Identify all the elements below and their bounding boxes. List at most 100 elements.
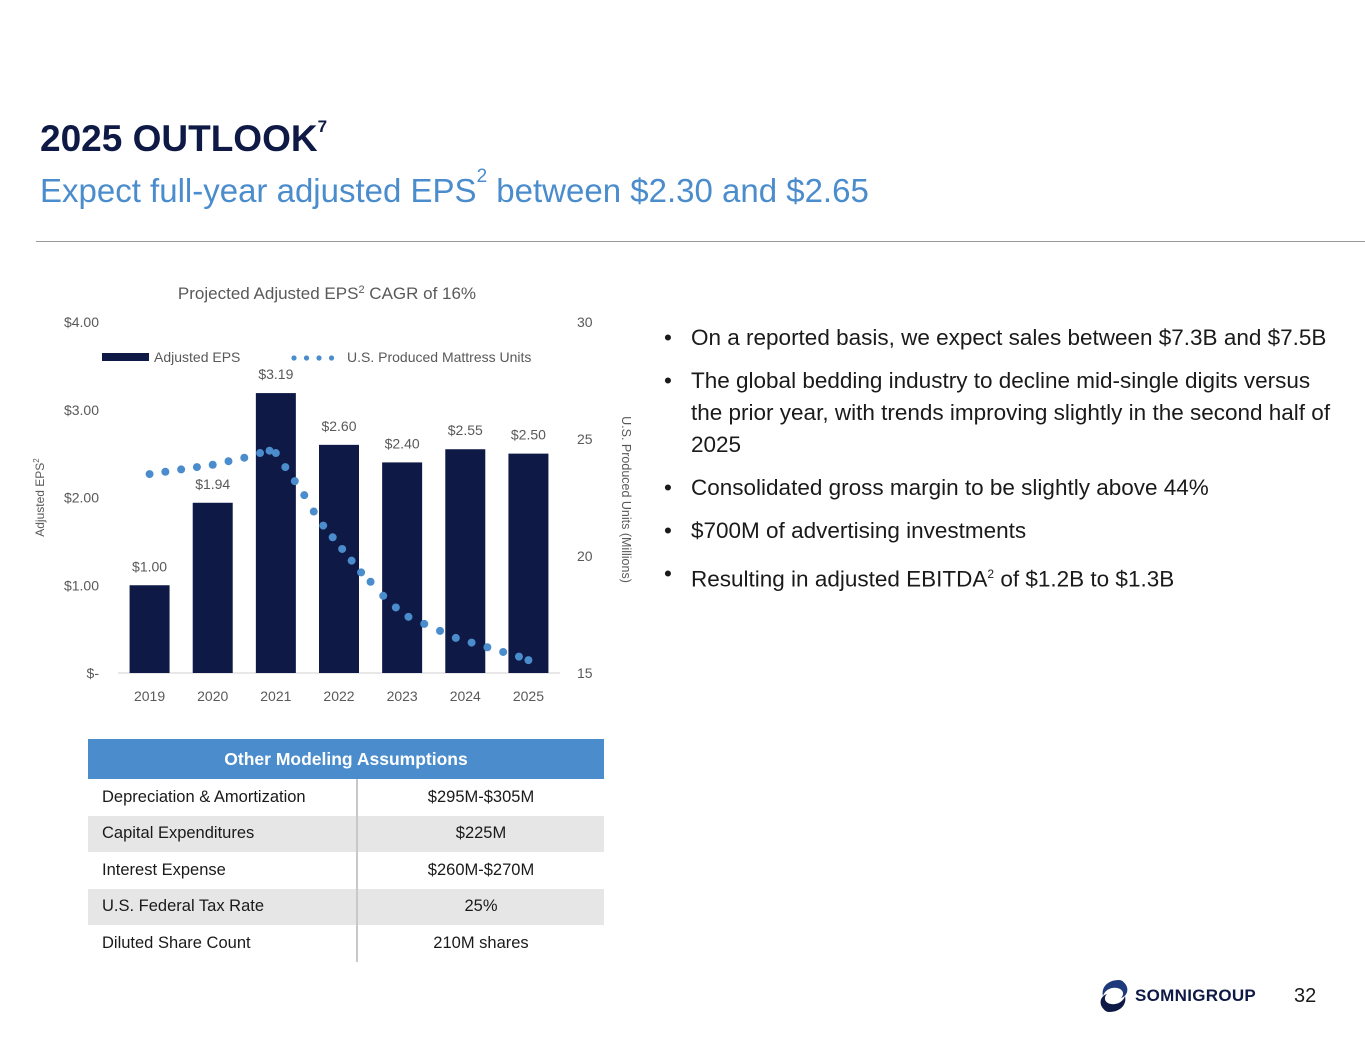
line-point <box>524 656 533 665</box>
bar-data-label: $2.55 <box>448 422 483 438</box>
row-label: Interest Expense <box>88 852 358 889</box>
row-value: $260M-$270M <box>427 860 535 879</box>
bar-data-label: $3.19 <box>258 366 293 382</box>
line-point <box>319 521 328 530</box>
assumptions-table: Other Modeling Assumptions Depreciation … <box>88 739 604 962</box>
legend-swatch-dot <box>328 355 335 361</box>
bar <box>382 462 423 673</box>
row-label: Diluted Share Count <box>88 925 358 962</box>
eps-chart: Projected Adjusted EPS2 CAGR of 16% $- $1.… <box>32 284 633 704</box>
line-point <box>483 643 492 652</box>
row-value: $295M-$305M <box>427 787 535 806</box>
y-right-tick-label: 30 <box>577 314 593 330</box>
x-tick-label: 2024 <box>450 688 481 704</box>
y-left-tick-label: $- <box>87 665 100 681</box>
subtitle-post: between $2.30 and $2.65 <box>487 172 869 209</box>
line-point <box>436 626 445 635</box>
outlook-bullets: • On a reported basis, we expect sales be… <box>664 322 1344 607</box>
y-left-tick-label: $3.00 <box>64 402 99 418</box>
line-point <box>404 612 413 621</box>
bullet-text: Consolidated gross margin to be slightly… <box>691 475 1209 500</box>
bullet-dot: • <box>664 325 672 350</box>
bullet-dot: • <box>664 561 672 586</box>
x-tick-label: 2020 <box>197 688 228 704</box>
bar <box>192 502 233 673</box>
bullet-text: On a reported basis, we expect sales bet… <box>691 325 1327 350</box>
row-label: Capital Expenditures <box>88 815 358 852</box>
line-point <box>451 633 460 642</box>
chart-title: Projected Adjusted EPS2 CAGR of 16% <box>178 284 476 303</box>
bar-data-label: $1.00 <box>132 558 167 574</box>
line-point <box>177 465 186 474</box>
bar <box>129 585 170 673</box>
page-number: 32 <box>1294 985 1317 1007</box>
line-point <box>271 449 280 458</box>
logo-text: SOMNIGROUP <box>1135 986 1257 1005</box>
bullet-text: Resulting in adjusted EBITDA <box>691 566 988 592</box>
bullet-item: • $700M of advertising investments <box>664 515 1344 547</box>
bullet-item: • Consolidated gross margin to be slightl… <box>664 472 1344 504</box>
line-point <box>499 647 508 656</box>
row-value: 210M shares <box>433 933 529 952</box>
row-value: 25% <box>357 888 604 925</box>
legend-label: Adjusted EPS <box>154 349 240 365</box>
bar-data-label: $2.60 <box>321 418 356 434</box>
bar-data-label: $2.40 <box>385 435 420 451</box>
y-right-tick-label: 15 <box>577 665 593 681</box>
line-point <box>379 591 388 600</box>
row-value: $225M <box>357 815 604 852</box>
y-right-tick-label: 20 <box>577 548 593 564</box>
table-row: Diluted Share Count 210M shares <box>88 925 604 962</box>
bar <box>255 393 296 673</box>
bullet-item: • The global bedding industry to decline … <box>664 365 1344 461</box>
line-point <box>281 463 290 472</box>
line-point <box>300 491 309 500</box>
logo-mark-icon <box>1100 980 1128 1012</box>
title-footnote: 7 <box>317 116 328 136</box>
assumptions-header: Other Modeling Assumptions <box>88 739 604 779</box>
line-point <box>208 460 217 469</box>
x-tick-label: 2021 <box>260 688 291 704</box>
line-point <box>391 603 400 612</box>
bullet-item: • Resulting in adjusted EBITDA2 of $1.2B … <box>664 558 1344 596</box>
legend-swatch-dot <box>316 355 322 361</box>
line-point <box>192 463 201 472</box>
line-point <box>347 556 356 565</box>
bullet-dot: • <box>664 368 672 393</box>
legend-swatch-dot <box>303 355 310 361</box>
y-left-tick-label: $4.00 <box>64 314 99 330</box>
row-label: Depreciation & Amortization <box>88 779 358 816</box>
bar <box>508 453 549 673</box>
subtitle-footnote: 2 <box>476 166 488 187</box>
legend-swatch-dot <box>291 355 297 361</box>
line-point <box>514 652 523 661</box>
line-point <box>357 568 366 577</box>
page-title-text: 2025 OUTLOOK <box>40 118 318 159</box>
x-tick-label: 2019 <box>134 688 165 704</box>
table-row: U.S. Federal Tax Rate 25% <box>88 888 604 925</box>
bullet-text: The global bedding industry to decline m… <box>691 368 1331 457</box>
line-point <box>145 470 154 479</box>
subtitle-pre: Expect full-year adjusted EPS <box>40 172 477 209</box>
x-tick-label: 2023 <box>387 688 418 704</box>
bar <box>445 449 486 673</box>
y-left-axis-label: Adjusted EPS2 <box>32 458 47 537</box>
y-right-axis-label: U.S. Produced Units (Millions) <box>619 416 633 583</box>
bullet-dot: • <box>664 475 672 500</box>
row-label: U.S. Federal Tax Rate <box>88 888 358 925</box>
x-tick-label: 2022 <box>323 688 354 704</box>
bullet-dot: • <box>664 518 672 543</box>
bullet-footnote: 2 <box>987 567 995 581</box>
line-point <box>338 544 347 553</box>
header-divider <box>36 241 1365 242</box>
line-point <box>161 467 170 476</box>
line-point <box>328 533 337 542</box>
line-point <box>467 638 476 647</box>
company-logo: SOMNIGROUP <box>1099 978 1256 1014</box>
bar-data-label: $2.50 <box>511 427 546 443</box>
page-title: 2025 OUTLOOK7 <box>40 116 328 160</box>
line-point <box>420 619 429 628</box>
table-row: Depreciation & Amortization $295M-$305M <box>88 779 604 816</box>
bullet-text: $700M of advertising investments <box>691 518 1027 543</box>
y-right-tick-label: 25 <box>577 431 593 447</box>
